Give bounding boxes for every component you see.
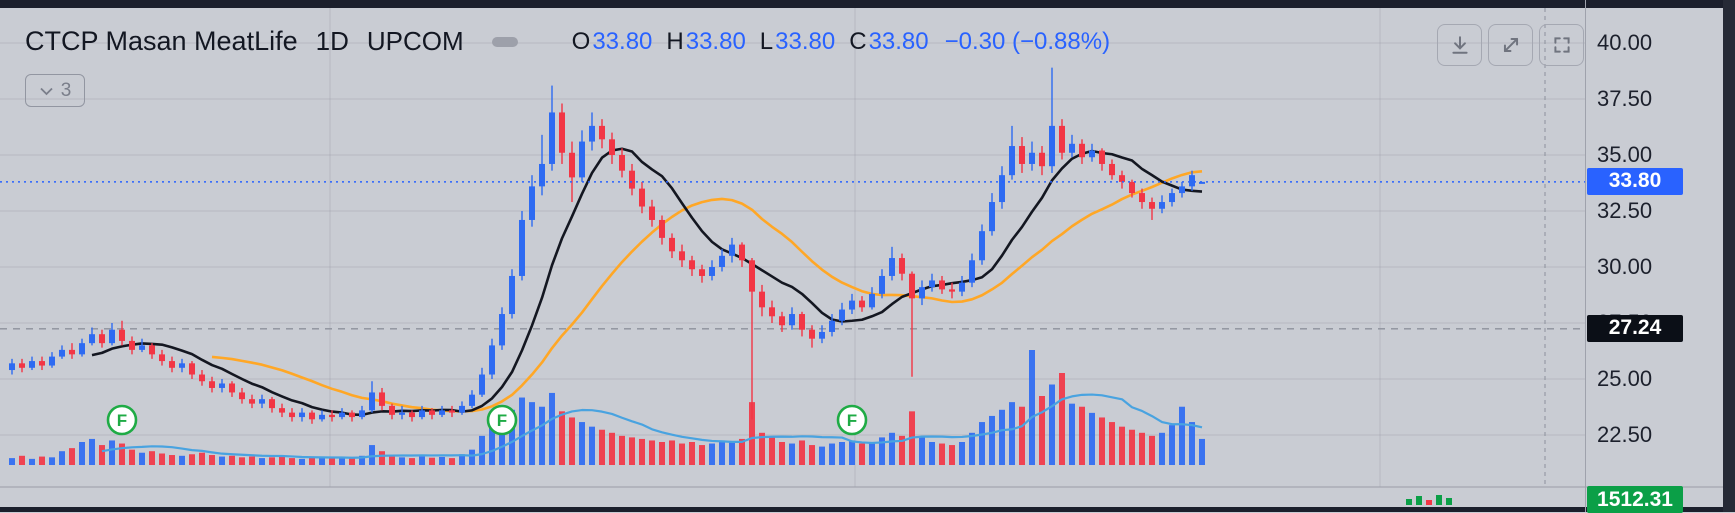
symbol-title[interactable]: CTCP Masan MeatLife — [25, 26, 298, 56]
indicators-toggle[interactable]: 3 — [25, 74, 85, 107]
low-value: 33.80 — [775, 27, 836, 55]
indicators-count: 3 — [60, 79, 72, 101]
last-price-badge: 33.80 — [1587, 167, 1683, 195]
chevron-down-icon — [40, 87, 53, 95]
price-axis-label: 22.50 — [1597, 422, 1653, 447]
event-marker[interactable]: F — [486, 404, 518, 436]
chart-toolbar — [1437, 24, 1584, 66]
close-label: C — [849, 27, 867, 55]
open-label: O — [571, 27, 591, 55]
price-axis-label: 35.00 — [1597, 142, 1653, 167]
exchange-label: UPCOM — [366, 26, 464, 56]
maximize-button[interactable] — [1488, 24, 1533, 66]
svg-text:F: F — [497, 411, 507, 430]
price-axis-label: 30.00 — [1597, 254, 1653, 279]
price-axis-label: 25.00 — [1597, 366, 1653, 391]
legend-more-pill[interactable] — [491, 36, 518, 47]
chart-legend: CTCP Masan MeatLife 1D UPCOM O 33.80 H 33.… — [25, 26, 1110, 57]
volume-value-badge: 1512.31 — [1587, 486, 1683, 513]
high-label: H — [666, 27, 684, 55]
open-value: 33.80 — [592, 27, 653, 55]
download-icon — [1451, 36, 1468, 54]
price-axis-label: 32.50 — [1597, 198, 1653, 223]
prev-close-badge: 27.24 — [1587, 314, 1683, 342]
low-label: L — [759, 27, 774, 55]
window-edge-top — [0, 0, 1735, 8]
window-edge-bottom — [0, 507, 1735, 512]
ohlc-values: O 33.80 H 33.80 L 33.80 C 33.80 −0.30 (−0.88… — [562, 28, 1110, 56]
interval-label[interactable]: 1D — [315, 26, 349, 56]
price-axis[interactable]: 40.0037.5035.0032.5030.0027.5025.0022.50… — [1585, 0, 1723, 513]
price-axis-label: 37.50 — [1597, 86, 1653, 111]
svg-text:F: F — [117, 411, 127, 430]
svg-text:F: F — [847, 411, 857, 430]
close-value: 33.80 — [868, 27, 929, 55]
event-marker[interactable]: F — [106, 404, 138, 436]
window-edge-right — [1723, 0, 1735, 512]
download-button[interactable] — [1437, 24, 1482, 66]
change-value: −0.30 (−0.88%) — [944, 27, 1111, 55]
fullscreen-icon — [1553, 37, 1570, 53]
high-value: 33.80 — [685, 27, 746, 55]
price-axis-label: 40.00 — [1597, 30, 1653, 55]
maximize-icon — [1503, 37, 1518, 53]
fullscreen-button[interactable] — [1539, 24, 1584, 66]
event-marker[interactable]: F — [836, 404, 868, 436]
